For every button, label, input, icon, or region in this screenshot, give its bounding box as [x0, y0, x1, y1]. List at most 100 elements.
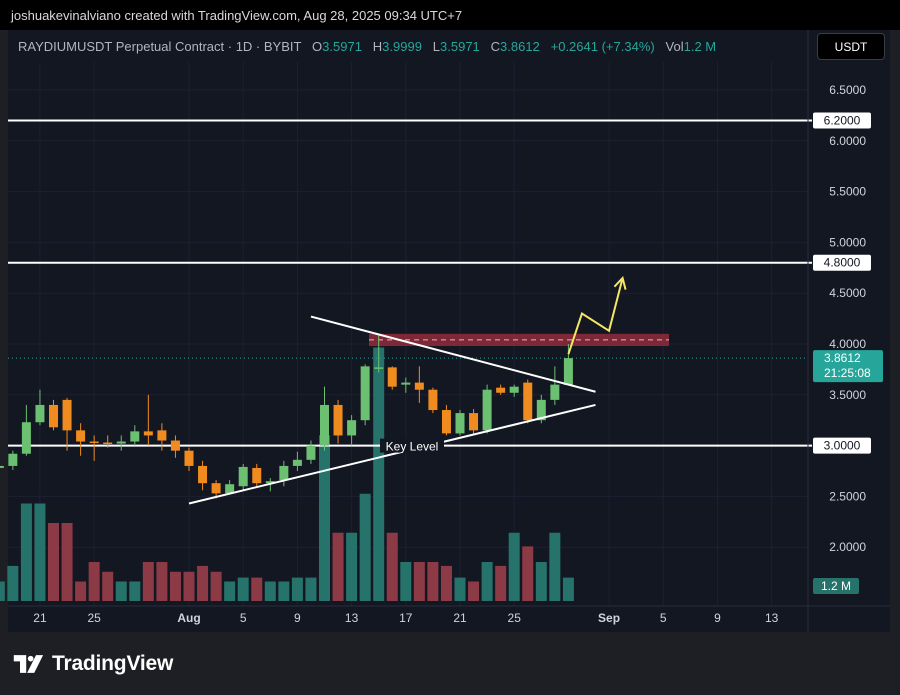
candle-body: [455, 413, 465, 434]
volume-bar: [129, 581, 141, 601]
volume-bar: [440, 565, 452, 601]
high-label: H: [372, 39, 383, 54]
volume-bar: [400, 562, 412, 601]
volume-bar: [61, 523, 73, 601]
x-tick-label: 9: [294, 611, 301, 625]
y-tick-label: 3.5000: [829, 388, 866, 402]
last-price-label: 3.8612: [824, 351, 861, 365]
y-tick-label: 5.5000: [829, 185, 866, 199]
y-tick-label: 4.5000: [829, 286, 866, 300]
volume-bar: [413, 562, 425, 601]
candle-body: [550, 384, 560, 400]
currency-button[interactable]: USDT: [817, 33, 885, 60]
volume-bar: [305, 577, 317, 601]
candle-body: [130, 431, 140, 442]
x-tick-label: 25: [508, 611, 522, 625]
candle-body: [35, 404, 45, 423]
volume-bar: [522, 546, 534, 601]
level-price-label: 4.8000: [824, 256, 861, 270]
trend-line-ascending: [188, 403, 596, 505]
x-tick-label: 13: [345, 611, 359, 625]
volume-bar: [278, 581, 290, 601]
volume-bar: [169, 571, 181, 601]
x-tick-label: 25: [87, 611, 101, 625]
candle-body: [198, 465, 208, 484]
low-label: L: [432, 39, 441, 54]
volume-bar: [197, 565, 209, 601]
volume-bar: [7, 565, 19, 601]
x-tick-label: 5: [660, 611, 667, 625]
projection-arrow-head: [613, 275, 627, 290]
candle-body: [536, 399, 546, 421]
y-tick-label: 2.5000: [829, 489, 866, 503]
candle-body: [252, 467, 262, 484]
candle-body: [347, 420, 357, 436]
x-tick-label: 9: [714, 611, 721, 625]
candle-body: [21, 422, 31, 454]
chart-panel[interactable]: [8, 30, 890, 632]
candle-body: [441, 410, 451, 434]
candle-body: [509, 386, 519, 393]
volume-tag: [813, 578, 859, 594]
low-value: 3.5971: [440, 39, 480, 54]
candle-body: [306, 445, 316, 460]
candle-body: [184, 450, 194, 466]
volume-bar: [210, 571, 222, 601]
y-tick-label: 2.0000: [829, 540, 866, 554]
volume-bar: [535, 562, 547, 601]
x-tick-label: 21: [33, 611, 47, 625]
x-tick-label: Sep: [598, 611, 620, 625]
candle-body: [62, 399, 72, 431]
volume-bar: [454, 577, 466, 601]
volume-bar: [237, 577, 249, 601]
candle-body: [428, 389, 438, 411]
volume-bar: [359, 493, 371, 601]
candle-body: [238, 466, 248, 487]
candle-body: [76, 430, 86, 442]
level-price-label: 6.2000: [824, 113, 861, 127]
candle-body: [279, 465, 289, 481]
candle-body: [143, 431, 153, 436]
candle-body: [496, 387, 506, 393]
candle-body: [360, 366, 370, 421]
volume-bar: [75, 581, 87, 601]
volume-bar: [386, 532, 398, 601]
volume-bar: [156, 562, 168, 601]
tradingview-logo[interactable]: TradingView: [12, 652, 173, 676]
x-tick-label: 17: [399, 611, 413, 625]
candle-body: [387, 367, 397, 387]
volume-bar: [0, 581, 5, 601]
candle-body: [320, 404, 329, 446]
volume-bar: [102, 571, 114, 601]
volume-bar: [508, 532, 520, 601]
volume-bar: [291, 577, 303, 601]
volume-bar: [427, 562, 439, 601]
candle-body: [482, 389, 492, 431]
candle-body: [374, 367, 384, 369]
key-level-label-bg: [380, 438, 444, 453]
candle-body: [116, 441, 126, 444]
x-tick-label: Aug: [177, 611, 200, 625]
x-tick-label: 21: [453, 611, 467, 625]
volume-tag-label: 1.2 M: [821, 579, 851, 593]
key-level-label: Key Level: [386, 440, 439, 454]
volume-bar: [373, 347, 385, 601]
volume-value: 1.2 M: [683, 39, 717, 54]
candle-body: [0, 465, 4, 468]
volume-bar: [332, 532, 344, 601]
volume-bar: [88, 562, 100, 601]
close-value: 3.8612: [500, 39, 540, 54]
candle-body: [265, 481, 275, 484]
volume-bar: [549, 532, 561, 601]
countdown-label: 21:25:08: [824, 366, 871, 380]
volume-bar: [346, 532, 358, 601]
volume-bar: [48, 523, 59, 601]
volume-bar: [115, 581, 127, 601]
resistance-zone: [369, 333, 669, 347]
x-tick-label: 13: [765, 611, 779, 625]
attribution-bar: joshuakevinalviano created with TradingV…: [0, 0, 900, 30]
candle-body: [292, 459, 302, 466]
volume-label: Vol: [665, 39, 684, 54]
candle-body: [157, 430, 167, 441]
